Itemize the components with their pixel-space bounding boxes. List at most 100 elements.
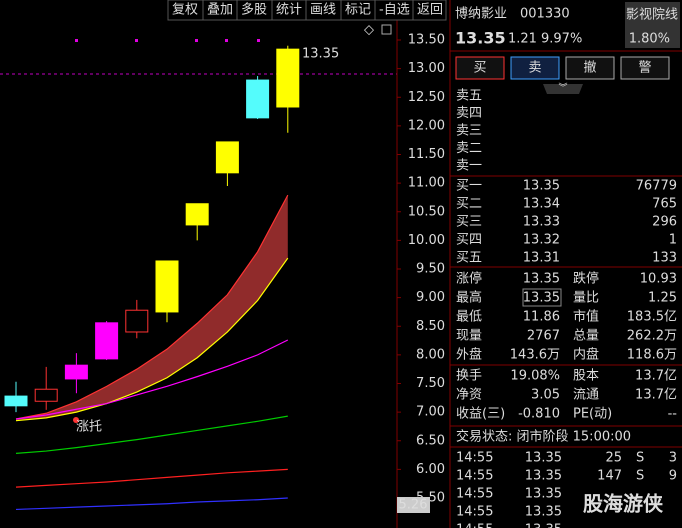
moving-average	[15, 497, 288, 511]
y-tick-label: 8.00	[416, 347, 445, 362]
stat-label: 跌停	[573, 271, 599, 287]
tick-time: 14:55	[456, 487, 493, 502]
candle-body	[276, 48, 300, 108]
stat-label: 量比	[573, 291, 599, 306]
trade-button[interactable]	[565, 56, 615, 80]
toolbar-label[interactable]: 标记	[345, 3, 371, 18]
candle-body	[95, 322, 119, 360]
stat-value: -0.810	[518, 407, 560, 422]
stock-code: 001330	[520, 7, 570, 22]
stat-label: 内盘	[573, 347, 599, 363]
toolbar-label[interactable]: 多股	[241, 2, 267, 18]
y-tick-label: 6.00	[416, 462, 445, 477]
y-tick-label: 9.50	[416, 262, 445, 277]
y-tick-label: 12.00	[408, 118, 445, 133]
separators	[450, 50, 682, 448]
tick-side: S	[636, 451, 644, 466]
trade-button[interactable]	[510, 56, 560, 80]
highlight-box	[522, 288, 562, 307]
bid-price: 13.31	[523, 251, 560, 266]
stat-value: 118.6万	[627, 348, 677, 363]
candle-body	[34, 388, 58, 402]
y-tick-label: 12.50	[408, 90, 445, 105]
bid-label: 买三	[456, 215, 482, 230]
tick-side: S	[636, 469, 644, 484]
tick-volume: 147	[597, 469, 622, 484]
moving-average	[15, 468, 288, 488]
tick-time: 14:55	[456, 523, 493, 528]
watermark-bg	[570, 488, 682, 528]
signal-dot	[73, 417, 79, 423]
moving-average	[15, 339, 289, 420]
tick-count: 9	[669, 469, 677, 484]
price-box	[397, 497, 430, 513]
signal-label: 涨托	[76, 420, 102, 435]
candle-body	[246, 79, 270, 119]
trade-button-label[interactable]: 警	[638, 60, 651, 76]
y-tick-label: 8.50	[416, 319, 445, 334]
band-fill	[16, 195, 288, 421]
ask-label: 卖三	[456, 124, 482, 139]
expand-icon[interactable]: ︾	[558, 83, 567, 94]
y-tick-label: 10.00	[408, 233, 445, 248]
trade-button-label[interactable]: 卖	[528, 61, 541, 76]
tick-price: 13.35	[525, 487, 562, 502]
candle-body	[4, 395, 28, 407]
y-tick-label: 11.50	[408, 147, 445, 162]
tick-time: 14:55	[456, 451, 493, 466]
trade-button-label[interactable]: 撤	[583, 60, 596, 76]
y-tick-label: 10.50	[408, 204, 445, 219]
stat-value: 11.86	[523, 310, 560, 325]
stat-value: 3.05	[531, 388, 560, 403]
stat-label: 换手	[456, 369, 482, 384]
bid-volume: 1	[669, 233, 677, 248]
trade-button[interactable]	[455, 56, 505, 80]
moving-average	[15, 415, 288, 454]
candle-body	[185, 203, 209, 226]
ask-label: 卖四	[456, 106, 482, 121]
sector-name: 影视院线	[626, 8, 678, 23]
last-price: 13.35	[455, 29, 506, 48]
bid-label: 买一	[456, 179, 482, 194]
stat-value: 13.7亿	[635, 369, 677, 384]
bid-volume: 765	[652, 197, 677, 212]
stat-value: 2767	[527, 329, 560, 344]
expand-tab[interactable]	[543, 84, 583, 94]
icon[interactable]: ◇	[364, 23, 374, 38]
tick-price: 13.35	[525, 505, 562, 520]
toolbar-label[interactable]: -自选	[379, 3, 410, 18]
toolbar-label[interactable]: 统计	[276, 3, 302, 18]
tick-price: 13.35	[525, 523, 562, 528]
toolbar-label[interactable]: 叠加	[207, 3, 233, 18]
toolbar-label[interactable]: 画线	[310, 3, 336, 18]
toolbar-label[interactable]: 返回	[417, 3, 443, 18]
ask-label: 卖五	[456, 89, 482, 104]
bid-volume: 133	[652, 251, 677, 266]
stat-label: 总量	[573, 329, 599, 344]
bid-label: 买二	[456, 197, 482, 212]
stat-label: 外盘	[456, 347, 482, 363]
y-tick-label: 7.50	[416, 376, 445, 391]
stat-label: 最高	[456, 290, 482, 306]
stat-label: 最低	[456, 310, 482, 325]
stat-value: 10.93	[640, 272, 677, 287]
tick-time: 14:55	[456, 469, 493, 484]
stat-label: 现量	[456, 329, 482, 344]
toolbar-button[interactable]	[412, 0, 447, 21]
trade-button[interactable]	[620, 56, 670, 80]
candle-body	[64, 364, 88, 380]
sector-change: 1.80%	[629, 32, 670, 47]
y-tick-label: 9.00	[416, 290, 445, 305]
y-tick-label: 11.00	[408, 176, 445, 191]
tick-time: 14:55	[456, 505, 493, 520]
icon[interactable]	[381, 24, 392, 35]
stat-value: 13.35	[523, 272, 560, 287]
trade-button-label[interactable]: 买	[473, 61, 486, 76]
toolbar-label[interactable]: 复权	[172, 2, 198, 18]
y-tick-label: 13.50	[408, 33, 445, 48]
candle-body	[215, 141, 239, 174]
ask-label: 卖一	[456, 159, 482, 174]
stat-value: 262.2万	[627, 329, 677, 344]
